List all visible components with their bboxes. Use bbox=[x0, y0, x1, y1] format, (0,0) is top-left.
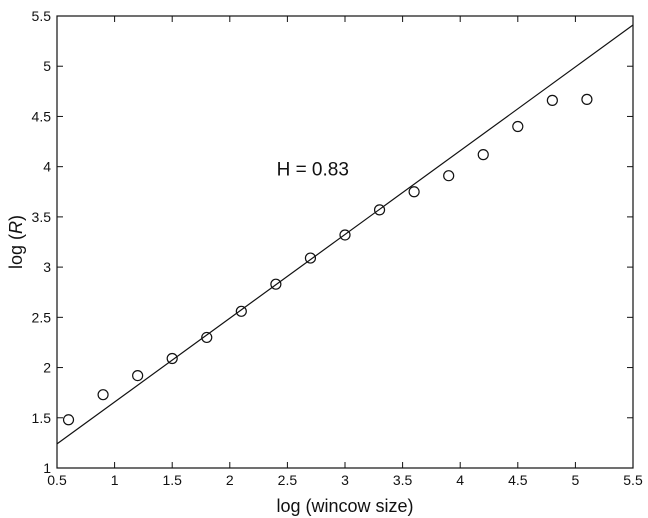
x-tick-label: 0.5 bbox=[47, 472, 67, 488]
x-tick-label: 3 bbox=[341, 472, 349, 488]
y-tick-label: 4.5 bbox=[32, 108, 52, 124]
y-tick-label: 3.5 bbox=[32, 209, 52, 225]
y-tick-label: 1 bbox=[43, 460, 51, 476]
x-axis-title: log (wincow size) bbox=[276, 496, 413, 516]
hurst-annotation: H = 0.83 bbox=[277, 160, 349, 181]
y-tick-label: 4 bbox=[43, 159, 51, 175]
data-point bbox=[581, 93, 593, 105]
data-point bbox=[546, 94, 558, 106]
data-point bbox=[477, 149, 489, 161]
data-point bbox=[62, 414, 75, 426]
data-point bbox=[512, 120, 524, 133]
data-point bbox=[270, 278, 282, 290]
plot-area bbox=[56, 15, 634, 469]
x-tick-label: 5.5 bbox=[623, 472, 643, 488]
data-point bbox=[339, 229, 351, 241]
y-tick-label: 5.5 bbox=[32, 8, 52, 24]
x-tick-label: 2.5 bbox=[278, 472, 298, 488]
data-point bbox=[201, 331, 213, 344]
x-tick-label: 3.5 bbox=[393, 472, 413, 488]
y-axis-title-prefix: log ( bbox=[6, 234, 26, 269]
x-tick-label: 1 bbox=[111, 472, 119, 488]
x-tick-label: 1.5 bbox=[162, 472, 182, 488]
y-tick-label: 2 bbox=[43, 360, 51, 376]
y-axis-title: log (R) bbox=[6, 215, 26, 269]
tick-labels: 0.5 1 1.5 2 2.5 3 3.5 4 4.5 5 5.511.522.533.544.55… bbox=[32, 8, 643, 488]
data-markers bbox=[62, 93, 593, 426]
axis-ticks bbox=[56, 15, 634, 469]
data-point bbox=[235, 305, 247, 317]
x-tick-label: 5 bbox=[572, 472, 580, 488]
y-tick-label: 5 bbox=[43, 58, 51, 74]
data-point bbox=[132, 369, 144, 382]
data-point bbox=[373, 204, 386, 216]
y-tick-label: 2.5 bbox=[32, 309, 52, 325]
x-tick-label: 4 bbox=[456, 472, 464, 488]
y-tick-label: 3 bbox=[43, 259, 51, 275]
data-point bbox=[408, 186, 420, 198]
y-axis-title-suffix: ) bbox=[6, 215, 26, 221]
x-tick-label: 2 bbox=[226, 472, 234, 488]
y-axis-title-variable: R bbox=[6, 221, 26, 234]
x-tick-label: 4.5 bbox=[508, 472, 528, 488]
data-point bbox=[166, 352, 178, 365]
y-tick-label: 1.5 bbox=[32, 410, 52, 426]
data-point bbox=[97, 389, 109, 401]
fit-line bbox=[56, 24, 634, 445]
data-point bbox=[304, 252, 317, 264]
data-point bbox=[443, 170, 455, 182]
